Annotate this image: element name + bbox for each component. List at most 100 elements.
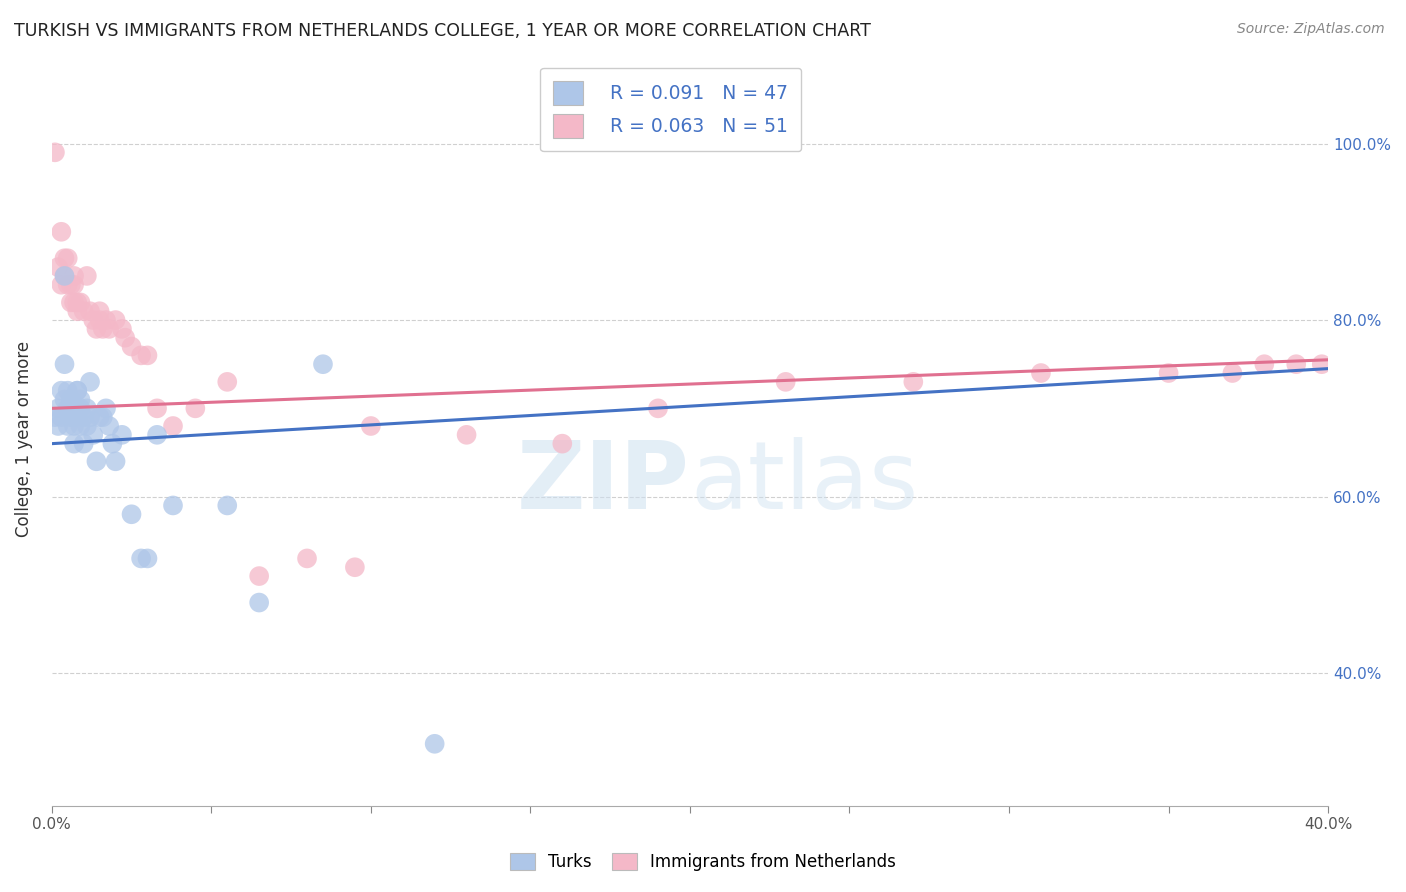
Point [136, 348, 159, 362]
Point [114, 331, 136, 345]
Point [59, 277, 82, 292]
Point [53, 357, 76, 371]
Point [343, 560, 366, 574]
Point [59, 392, 82, 407]
Point [51, 410, 73, 425]
Point [82, 313, 104, 327]
Point [59, 401, 82, 416]
Point [94, 313, 117, 327]
Point [63, 277, 86, 292]
Point [162, 419, 184, 434]
Point [51, 384, 73, 398]
Point [551, 436, 574, 450]
Point [1157, 366, 1180, 380]
Point [66, 295, 89, 310]
Point [69, 295, 91, 310]
Point [129, 551, 152, 566]
Point [91, 410, 114, 425]
Point [82, 427, 104, 442]
Point [217, 375, 239, 389]
Point [295, 551, 318, 566]
Point [98, 419, 121, 434]
Point [53, 268, 76, 283]
Point [46, 419, 69, 434]
Point [59, 295, 82, 310]
Point [69, 419, 91, 434]
Point [184, 401, 207, 416]
Point [76, 419, 98, 434]
Legend:   R = 0.091   N = 47,   R = 0.063   N = 51: R = 0.091 N = 47, R = 0.063 N = 51 [540, 68, 801, 152]
Point [66, 384, 89, 398]
Point [56, 252, 79, 266]
Point [94, 401, 117, 416]
Point [456, 427, 478, 442]
Point [775, 375, 797, 389]
Point [89, 304, 111, 318]
Point [66, 401, 89, 416]
Point [162, 499, 184, 513]
Point [89, 410, 111, 425]
Point [247, 596, 270, 610]
Point [121, 508, 143, 522]
Point [53, 252, 76, 266]
Point [73, 436, 96, 450]
Point [44, 145, 66, 160]
Point [104, 313, 127, 327]
Point [66, 384, 89, 398]
Point [312, 357, 335, 371]
Point [217, 499, 239, 513]
Point [46, 260, 69, 274]
Point [56, 419, 79, 434]
Text: TURKISH VS IMMIGRANTS FROM NETHERLANDS COLLEGE, 1 YEAR OR MORE CORRELATION CHART: TURKISH VS IMMIGRANTS FROM NETHERLANDS C… [14, 22, 870, 40]
Point [1253, 357, 1275, 371]
Point [86, 322, 108, 336]
Point [63, 268, 86, 283]
Point [86, 454, 108, 468]
Point [79, 410, 101, 425]
Point [73, 410, 96, 425]
Point [63, 295, 86, 310]
Point [63, 436, 86, 450]
Point [76, 268, 98, 283]
Point [1310, 357, 1333, 371]
Legend: Turks, Immigrants from Netherlands: Turks, Immigrants from Netherlands [502, 845, 904, 880]
Point [89, 313, 111, 327]
Point [903, 375, 925, 389]
Point [56, 277, 79, 292]
Point [104, 454, 127, 468]
Point [121, 340, 143, 354]
Text: ZIP: ZIP [517, 437, 690, 529]
Point [76, 401, 98, 416]
Point [51, 225, 73, 239]
Y-axis label: College, 1 year or more: College, 1 year or more [15, 341, 32, 537]
Point [53, 392, 76, 407]
Point [79, 304, 101, 318]
Point [63, 419, 86, 434]
Point [146, 427, 169, 442]
Point [360, 419, 382, 434]
Point [146, 401, 169, 416]
Point [44, 410, 66, 425]
Point [63, 410, 86, 425]
Point [79, 375, 101, 389]
Point [98, 322, 121, 336]
Point [59, 410, 82, 425]
Point [91, 322, 114, 336]
Point [53, 268, 76, 283]
Point [1222, 366, 1244, 380]
Text: atlas: atlas [690, 437, 918, 529]
Point [111, 427, 134, 442]
Point [69, 401, 91, 416]
Point [101, 436, 124, 450]
Point [111, 322, 134, 336]
Point [51, 277, 73, 292]
Point [136, 551, 159, 566]
Point [647, 401, 669, 416]
Point [69, 392, 91, 407]
Point [1285, 357, 1308, 371]
Point [247, 569, 270, 583]
Point [129, 348, 152, 362]
Point [66, 304, 89, 318]
Point [1029, 366, 1052, 380]
Point [56, 384, 79, 398]
